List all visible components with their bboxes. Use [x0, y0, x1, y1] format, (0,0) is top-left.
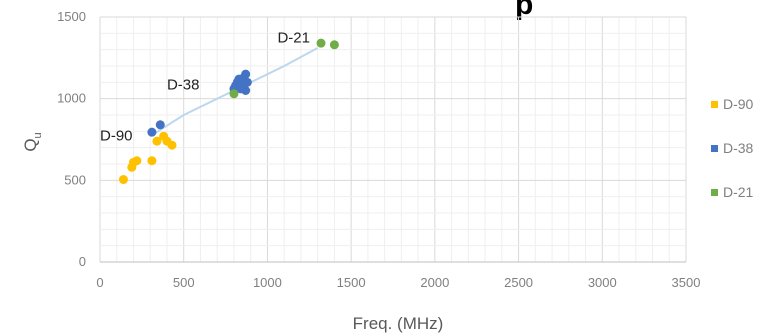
point-d-21: [229, 89, 239, 99]
gridlines: [99, 16, 687, 263]
point-d-38: [236, 82, 246, 92]
point-d-90: [118, 175, 128, 185]
legend-marker-d-38: [711, 145, 718, 152]
point-d-90: [147, 156, 157, 166]
x-tick-label: 2000: [420, 275, 449, 290]
point-d-38: [155, 120, 165, 130]
legend: D-90 D-38 D-21: [711, 96, 754, 200]
x-tick-label: 500: [173, 275, 195, 290]
y-axis-title: Qu: [21, 132, 44, 151]
point-d-38: [147, 127, 157, 137]
annotation-d-90: D-90: [100, 127, 133, 144]
point-d-21: [316, 38, 326, 48]
legend-label-d-38: D-38: [723, 140, 754, 156]
chart-title-fragment: p: [515, 0, 533, 21]
x-tick-label: 3000: [588, 275, 617, 290]
y-axis-title-main: Q: [21, 138, 40, 151]
y-tick-label: 500: [64, 172, 86, 187]
annotation-d-21: D-21: [277, 29, 310, 46]
point-d-90: [167, 140, 177, 150]
point-d-90: [132, 156, 142, 166]
y-tick-label: 1000: [57, 91, 86, 106]
legend-marker-d-90: [711, 101, 718, 108]
legend-marker-d-21: [711, 189, 718, 196]
legend-label-d-90: D-90: [723, 96, 754, 112]
point-d-38: [241, 69, 251, 79]
x-axis-title: Freq. (MHz): [353, 314, 444, 333]
x-tick-label: 0: [96, 275, 103, 290]
x-tick-label: 1500: [337, 275, 366, 290]
y-axis-title-subscript: u: [32, 132, 44, 138]
y-axis-title-group: Qu: [21, 132, 44, 151]
y-tick-label: 1500: [57, 9, 86, 24]
data-points: [118, 38, 339, 185]
annotations: D-21 D-38 D-90: [100, 29, 310, 144]
legend-label-d-21: D-21: [723, 184, 754, 200]
axes: 0 500 1000 1500 2000 2500 3000 3500 0 500 1000 1500: [57, 9, 700, 290]
annotation-d-38: D-38: [167, 77, 200, 94]
y-tick-label: 0: [79, 254, 86, 269]
point-d-90: [152, 136, 162, 146]
x-tick-label: 1000: [253, 275, 282, 290]
point-d-21: [329, 40, 339, 50]
point-d-38: [242, 77, 252, 87]
x-tick-label: 2500: [504, 275, 533, 290]
x-tick-label: 3500: [672, 275, 701, 290]
